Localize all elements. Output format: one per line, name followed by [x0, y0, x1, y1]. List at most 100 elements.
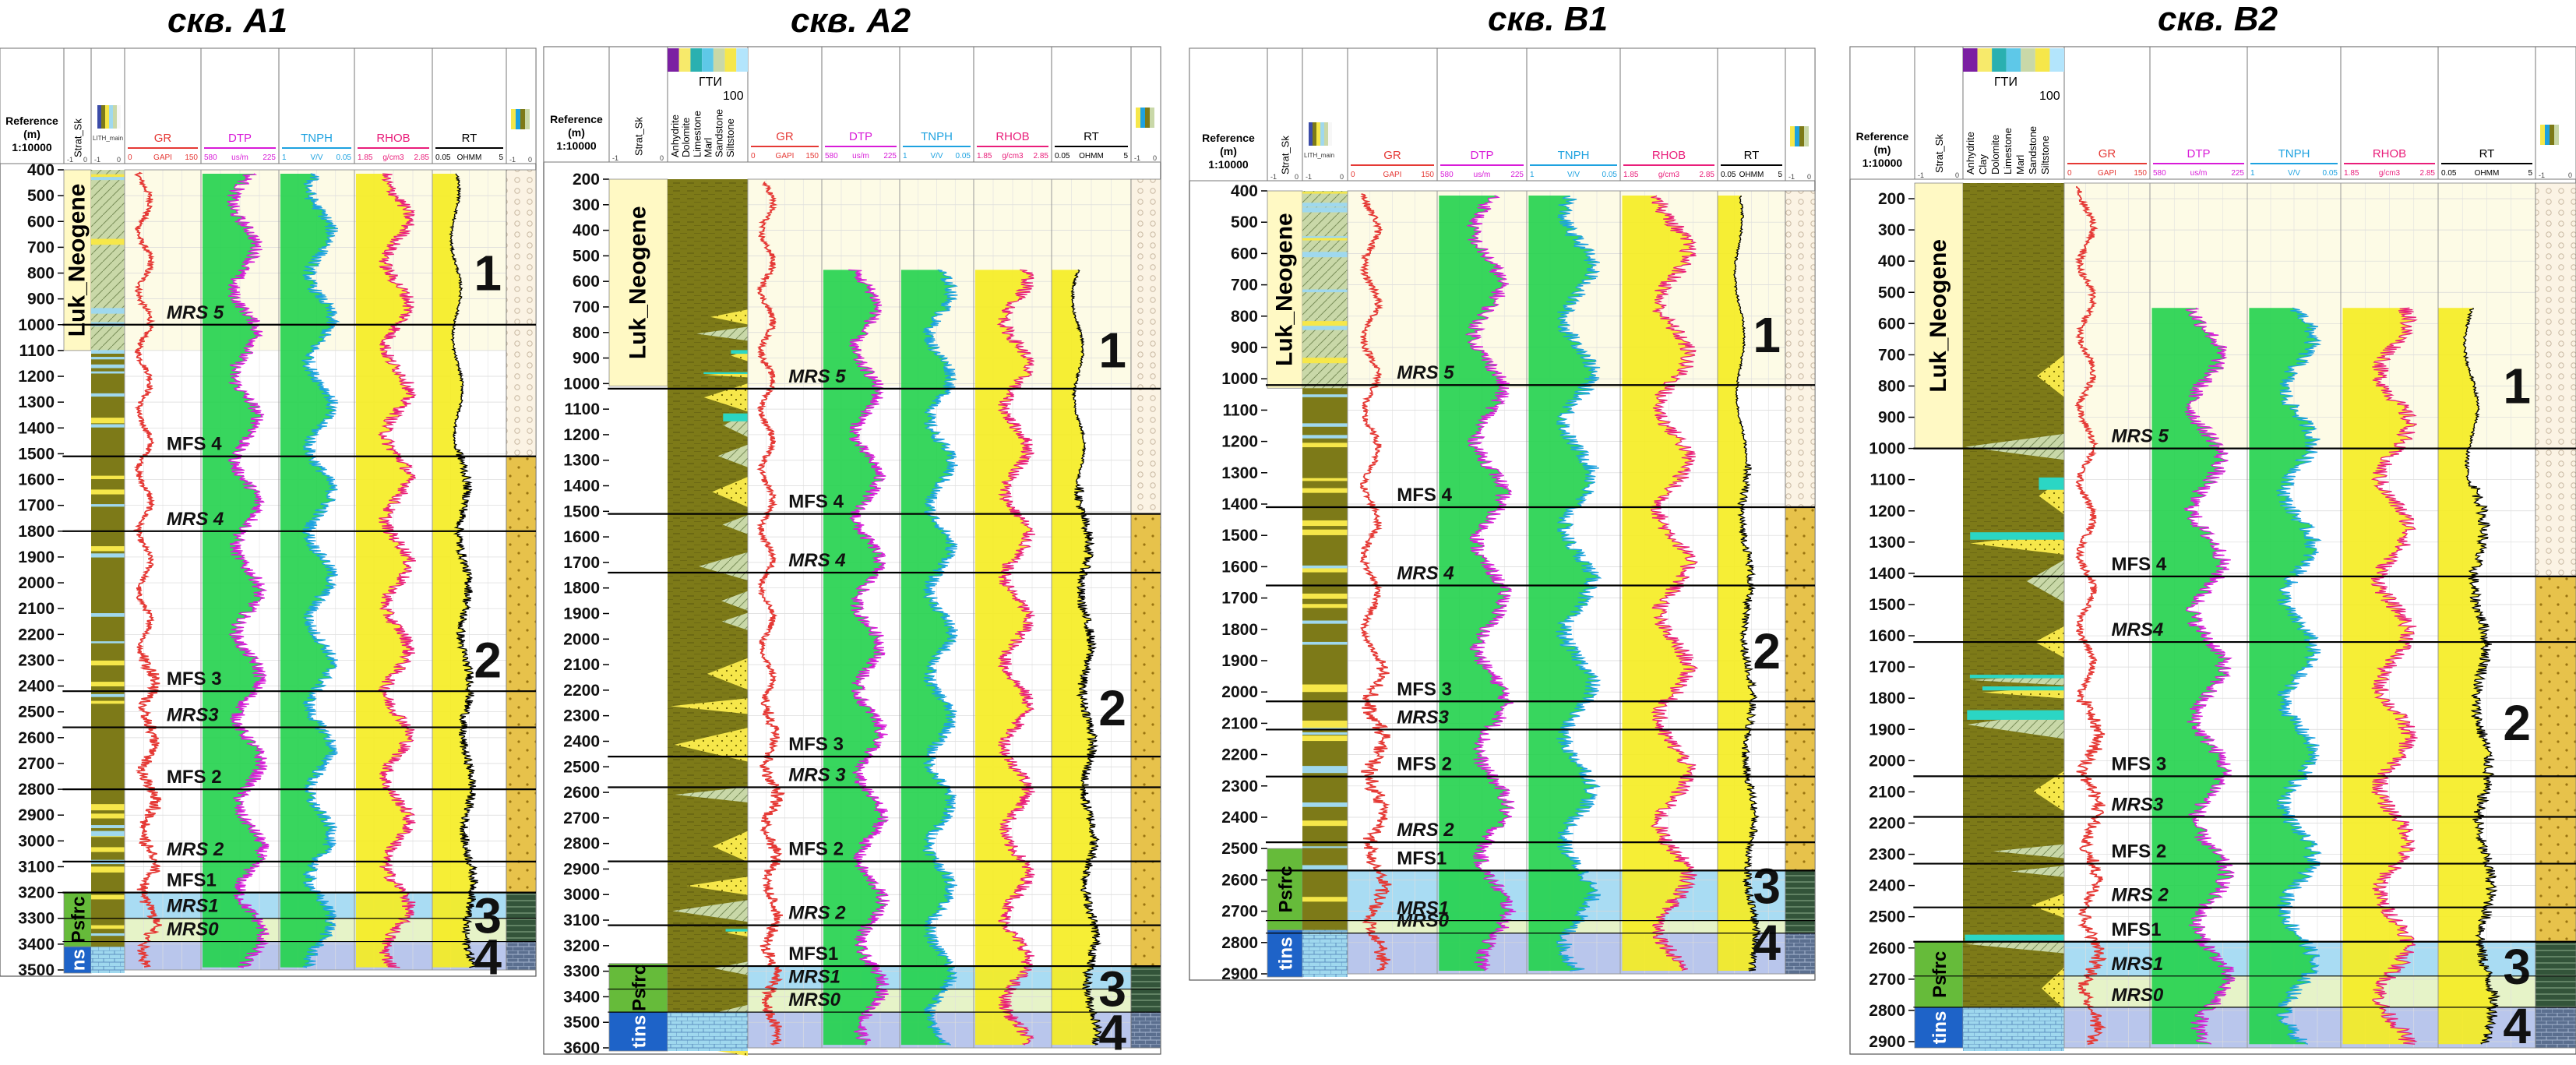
lith-header: LITH_main	[93, 135, 123, 142]
curve-scale-min: 580	[1440, 171, 1454, 179]
gti-lithology-label: Marl	[2014, 155, 2026, 175]
depth-tick-label: 1500	[563, 503, 600, 520]
header-cell	[1131, 47, 1161, 162]
lithology-interval	[91, 895, 125, 900]
depth-tick-label: 1500	[1221, 527, 1258, 545]
scale-label: 0	[660, 154, 664, 162]
legend-swatch	[2550, 125, 2554, 145]
depth-tick-label: 2400	[563, 732, 600, 750]
lithology-interval	[1302, 802, 1348, 807]
scale-label: 0	[528, 156, 532, 164]
legend-swatch	[516, 109, 520, 129]
curve-scale-min: 1	[282, 153, 287, 162]
scale-label: -1	[1918, 171, 1924, 179]
depth-tick-label: 600	[573, 273, 600, 291]
sequence-interval	[2535, 183, 2576, 577]
lithology-interval	[1302, 621, 1348, 624]
gti-lithology-label: Anhydrite	[1965, 132, 1976, 175]
depth-tick-label: 1400	[1869, 565, 1905, 583]
sequence-interval	[506, 457, 536, 893]
sequence-number: 1	[1753, 307, 1781, 363]
surface-label: MRS0	[788, 989, 840, 1010]
lithology-interval	[91, 701, 125, 704]
lithology-interval	[91, 553, 125, 557]
strat-unit-label: Luk_Neogene	[625, 206, 651, 359]
reference-header: (m)	[23, 128, 41, 140]
curve-scale-min: 1	[2250, 169, 2255, 178]
curve-unit: us/m	[231, 153, 248, 162]
lithology-interval	[91, 365, 125, 369]
gti-lithology-label: Marl	[703, 138, 714, 157]
scale-label: 0	[1153, 154, 1157, 162]
strat-unit-label: Psfrc	[1929, 951, 1951, 998]
scale-label: 0	[1295, 173, 1299, 181]
depth-tick-label: 2000	[1869, 752, 1905, 770]
strat-header: Strat_Sk	[1933, 134, 1945, 173]
depth-tick-label: 700	[27, 238, 55, 256]
well-0: Reference(m)1:10000 Strat_Sk-1 0LITH_main-…	[0, 48, 536, 985]
curve-unit: V/V	[930, 152, 943, 160]
scale-label: -1	[1270, 173, 1277, 181]
curve-scale-max: 2.85	[414, 153, 430, 162]
depth-tick-label: 2100	[1221, 714, 1258, 732]
depth-tick-label: 1300	[18, 393, 55, 411]
curve-scale-max: 5	[2528, 169, 2532, 178]
lithology-interval	[91, 661, 125, 665]
depth-tick-label: 2300	[1221, 778, 1258, 795]
depth-tick-label: 1400	[1221, 495, 1258, 513]
curve-scale-min: 0	[128, 153, 132, 162]
header-cell	[822, 47, 900, 162]
header-cell	[1052, 47, 1131, 162]
depth-tick-label: 1200	[18, 368, 55, 386]
sequence-number: 3	[1753, 858, 1781, 914]
sequence-number: 1	[2503, 358, 2531, 414]
surface-label: MFS 3	[167, 668, 222, 689]
depth-tick-label: 2100	[1869, 783, 1905, 801]
depth-tick-label: 500	[27, 187, 55, 205]
lithology-interval	[726, 929, 748, 931]
lithology-interval	[1302, 394, 1348, 397]
gti-lithology-label: Clay	[1977, 153, 1989, 175]
depth-tick-label: 2500	[563, 758, 600, 776]
header-cell	[354, 48, 432, 164]
depth-tick-label: 600	[27, 213, 55, 231]
depth-tick-label: 3600	[563, 1039, 600, 1057]
depth-tick-label: 1300	[563, 452, 600, 470]
depth-tick-label: 1600	[1869, 627, 1905, 645]
curve-unit: V/V	[2288, 169, 2300, 178]
curve-scale-min: 580	[825, 152, 838, 160]
legend-swatch	[1136, 108, 1140, 128]
lithology-interval	[91, 933, 125, 936]
curve-scale-max: 225	[883, 152, 897, 160]
depth-tick-label: 3200	[563, 937, 600, 955]
curve-scale-max: 0.05	[1602, 171, 1618, 179]
lithology-interval	[1302, 207, 1348, 212]
header-cell	[506, 48, 536, 164]
well-1: Reference(m)1:10000 Strat_Sk-1 0ГТИ100Anhy…	[544, 47, 1161, 1060]
curve-scale-max: 225	[2231, 169, 2244, 178]
lithology-interval	[91, 825, 125, 828]
legend-swatch	[525, 109, 530, 129]
legend-swatch	[1145, 108, 1150, 128]
depth-tick-label: 2600	[563, 784, 600, 802]
curve-unit: V/V	[1567, 171, 1580, 179]
depth-tick-label: 1100	[1222, 401, 1258, 419]
gti-lithology-label: Siltstone	[724, 118, 736, 157]
surface-label: MRS0	[167, 919, 219, 940]
surface-label: MRS 2	[167, 839, 224, 860]
sequence-number: 2	[2503, 695, 2531, 751]
lithology-interval	[91, 350, 125, 354]
depth-tick-label: 1100	[19, 342, 55, 360]
depth-tick-label: 2500	[1869, 908, 1905, 926]
curve-scale-min: 1	[903, 152, 907, 160]
curve-unit: g/cm3	[2379, 169, 2401, 178]
curve-scale-min: 580	[2153, 169, 2166, 178]
curve-scale-min: 0	[1351, 171, 1355, 179]
gti-lithology-label: Dolomite	[1989, 135, 2001, 175]
surface-label: MRS4	[2112, 619, 2164, 640]
curve-name: TNPH	[921, 130, 953, 143]
curve-unit: us/m	[2190, 169, 2208, 178]
lithology-interval	[668, 1012, 748, 1051]
reference-header: Reference	[1202, 132, 1255, 144]
